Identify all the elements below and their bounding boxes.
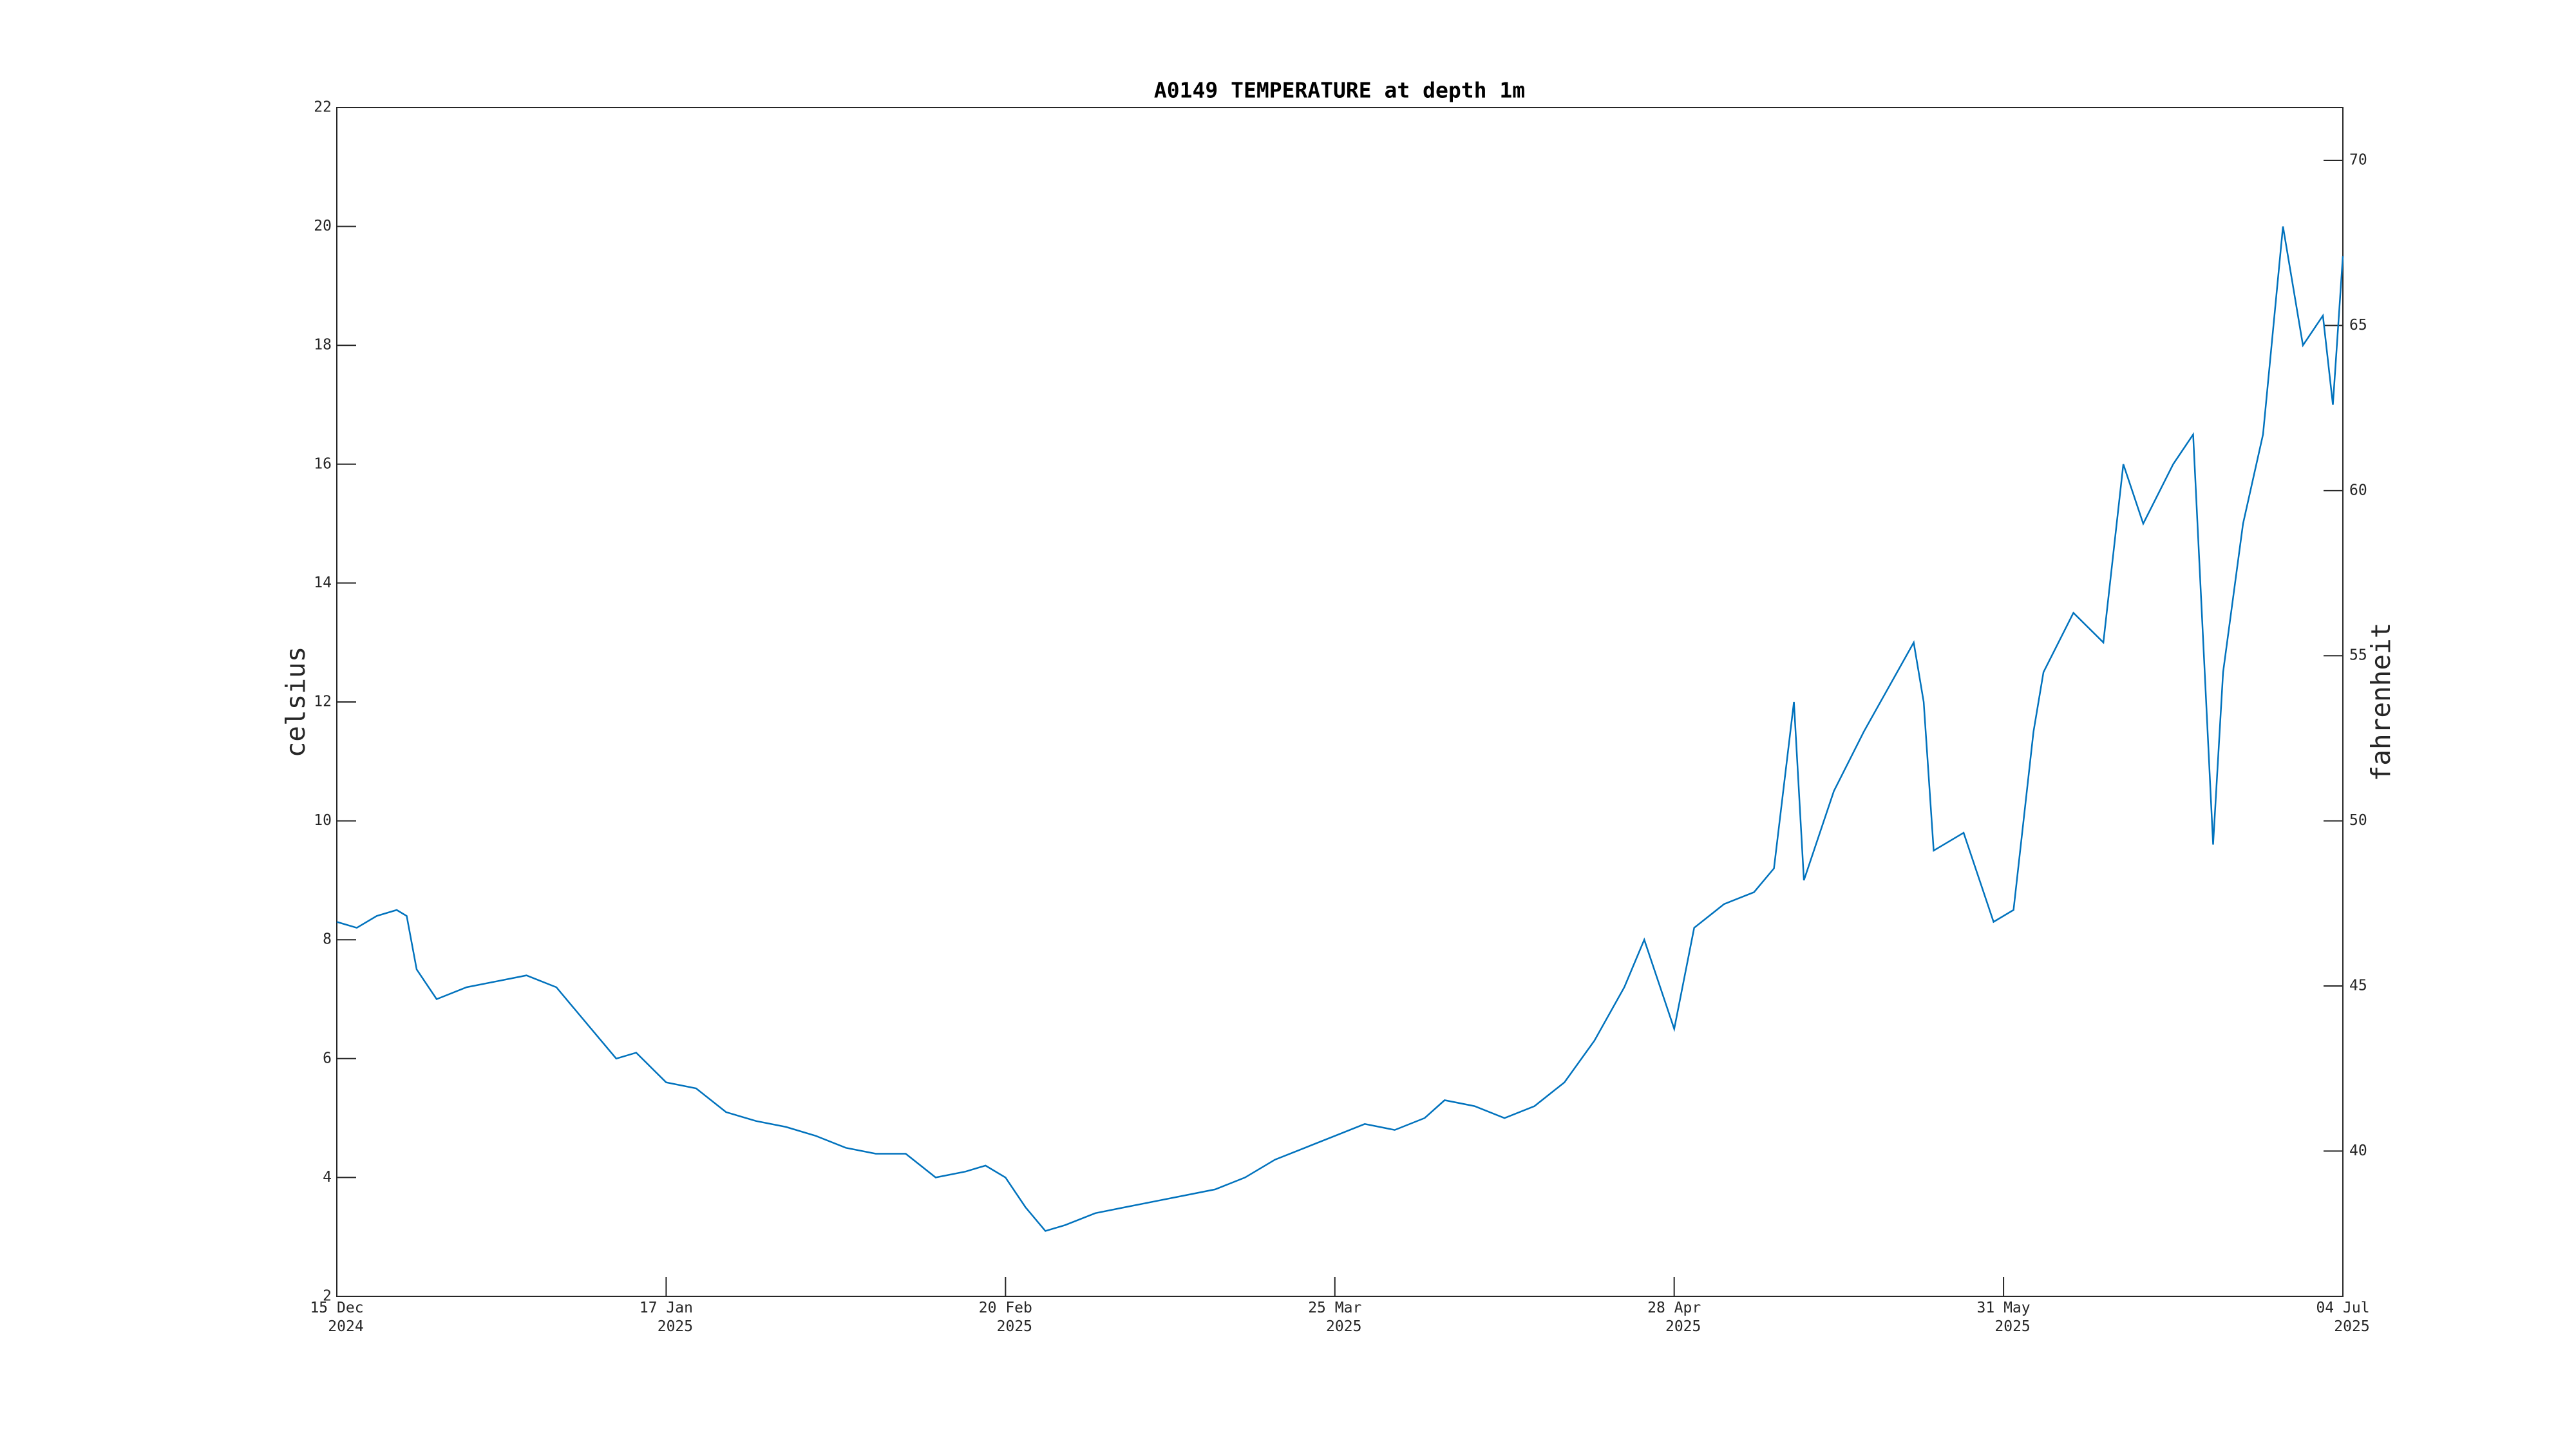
x-tick-label: 04 Jul 2025 <box>2316 1300 2369 1335</box>
y2-tick-label: 50 <box>2349 812 2367 829</box>
x-tick-label-line: 31 May <box>1977 1300 2031 1316</box>
data-line <box>336 226 2344 1232</box>
x-tick-label: 25 Mar 2025 <box>1308 1300 1361 1335</box>
y-tick-label: 2 <box>323 1288 332 1305</box>
x-tick-label-line: 2025 <box>1326 1318 1361 1335</box>
y2-tick-label: 60 <box>2349 482 2367 498</box>
x-tick-label-line: 15 Dec <box>310 1300 363 1316</box>
y-tick-label: 12 <box>314 694 332 710</box>
y-tick-label: 20 <box>314 218 332 234</box>
x-tick-label-line: 04 Jul <box>2316 1300 2369 1316</box>
y2-tick-label: 55 <box>2349 647 2367 664</box>
x-tick-label: 15 Dec 2024 <box>310 1300 363 1335</box>
y2-tick-label: 45 <box>2349 977 2367 994</box>
x-tick-label-line: 28 Apr <box>1647 1300 1701 1316</box>
x-tick-label-line: 25 Mar <box>1308 1300 1361 1316</box>
y-tick-label: 8 <box>323 931 332 948</box>
x-tick-label-line: 2025 <box>1665 1318 1701 1335</box>
x-tick-label: 20 Feb 2025 <box>979 1300 1032 1335</box>
plot-frame <box>336 107 2344 1297</box>
y-axis-label: celsius <box>280 647 311 758</box>
x-tick-label-line: 2025 <box>1994 1318 2030 1335</box>
x-tick-label: 28 Apr 2025 <box>1647 1300 1701 1335</box>
x-tick-label-line: 2025 <box>658 1318 693 1335</box>
y-tick-label: 6 <box>323 1050 332 1066</box>
y2-axis-label: fahrenheit <box>2365 623 2396 782</box>
x-tick-label-line: 2024 <box>328 1318 363 1335</box>
y-tick-label: 10 <box>314 812 332 829</box>
y-tick-label: 4 <box>323 1169 332 1186</box>
x-tick-label-line: 17 Jan <box>639 1300 693 1316</box>
y-tick-label: 22 <box>314 99 332 116</box>
y2-tick-label: 70 <box>2349 152 2367 169</box>
y2-tick-label: 40 <box>2349 1142 2367 1159</box>
x-tick-label: 31 May 2025 <box>1977 1300 2031 1335</box>
y-tick-label: 18 <box>314 337 332 354</box>
x-tick-label-line: 2025 <box>2334 1318 2369 1335</box>
chart-title: A0149 TEMPERATURE at depth 1m <box>1154 78 1525 103</box>
x-tick-label-line: 2025 <box>997 1318 1032 1335</box>
y2-tick-label: 65 <box>2349 317 2367 334</box>
y-tick-label: 14 <box>314 574 332 591</box>
y-tick-label: 16 <box>314 455 332 472</box>
x-tick-label: 17 Jan 2025 <box>639 1300 693 1335</box>
x-tick-label-line: 20 Feb <box>979 1300 1032 1316</box>
